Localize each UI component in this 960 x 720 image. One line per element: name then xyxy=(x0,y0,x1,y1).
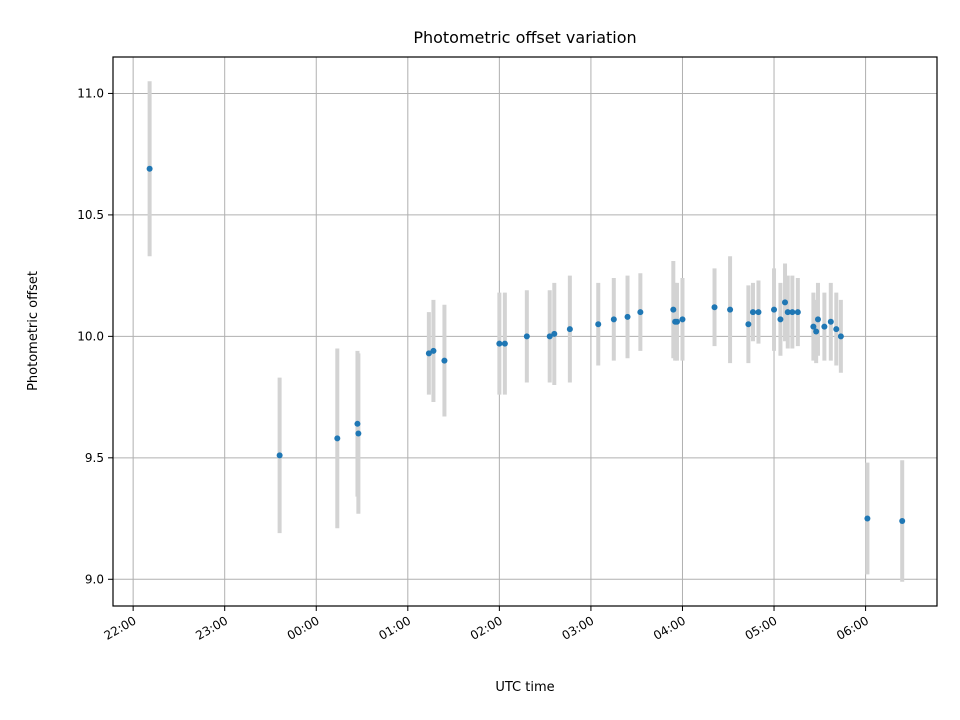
data-point xyxy=(670,306,677,313)
data-point xyxy=(595,321,602,328)
data-point xyxy=(673,318,680,325)
data-point xyxy=(899,517,906,524)
plot-frame xyxy=(112,56,938,607)
data-point xyxy=(755,309,762,316)
x-tick-label: 00:00 xyxy=(285,613,322,642)
data-point xyxy=(334,435,341,442)
data-point xyxy=(355,430,362,437)
x-tick-label: 23:00 xyxy=(193,613,230,642)
chart-title: Photometric offset variation xyxy=(413,28,636,47)
x-axis-label: UTC time xyxy=(495,680,554,695)
data-point xyxy=(727,306,734,313)
data-point xyxy=(425,350,432,357)
data-point xyxy=(864,515,871,522)
data-point xyxy=(354,420,361,427)
y-tick-label: 10.0 xyxy=(77,329,104,343)
data-point xyxy=(523,333,530,340)
data-point xyxy=(624,313,631,320)
point-layer xyxy=(146,165,906,524)
data-point xyxy=(827,318,834,325)
x-tick-label: 01:00 xyxy=(376,613,413,642)
data-point xyxy=(679,316,686,323)
data-point xyxy=(430,347,437,354)
data-point xyxy=(813,328,820,335)
data-point xyxy=(276,452,283,459)
data-point xyxy=(546,333,553,340)
data-point xyxy=(501,340,508,347)
y-tick-label: 11.0 xyxy=(77,86,104,100)
data-point xyxy=(833,326,840,333)
data-point xyxy=(566,326,573,333)
data-point xyxy=(551,330,558,337)
y-tick-label: 9.0 xyxy=(85,572,104,586)
data-point xyxy=(821,323,828,330)
data-point xyxy=(610,316,617,323)
x-tick-label: 04:00 xyxy=(651,613,688,642)
y-tick-label: 9.5 xyxy=(85,451,104,465)
data-point xyxy=(711,304,718,311)
data-point xyxy=(496,340,503,347)
x-tick-label: 22:00 xyxy=(102,613,139,642)
data-point xyxy=(777,316,784,323)
data-point xyxy=(789,309,796,316)
x-tick-label: 02:00 xyxy=(468,613,505,642)
x-tick-label: 05:00 xyxy=(743,613,780,642)
x-tick-label: 06:00 xyxy=(834,613,871,642)
data-point xyxy=(810,323,817,330)
data-point xyxy=(814,316,821,323)
x-tick-label: 03:00 xyxy=(559,613,596,642)
y-axis-label: Photometric offset xyxy=(26,271,41,391)
data-point xyxy=(771,306,778,313)
data-point xyxy=(441,357,448,364)
data-point xyxy=(749,309,756,316)
data-point xyxy=(637,309,644,316)
data-point xyxy=(794,309,801,316)
errorbar-layer xyxy=(147,81,905,582)
tick-layer: 22:00 23:00 00:00 01:00 02:00 03:00 04:00 05:00… xyxy=(77,86,871,642)
y-tick-label: 10.5 xyxy=(77,208,104,222)
data-point xyxy=(784,309,791,316)
data-point xyxy=(745,321,752,328)
data-point xyxy=(146,165,153,172)
data-point xyxy=(837,333,844,340)
data-point xyxy=(782,299,789,306)
